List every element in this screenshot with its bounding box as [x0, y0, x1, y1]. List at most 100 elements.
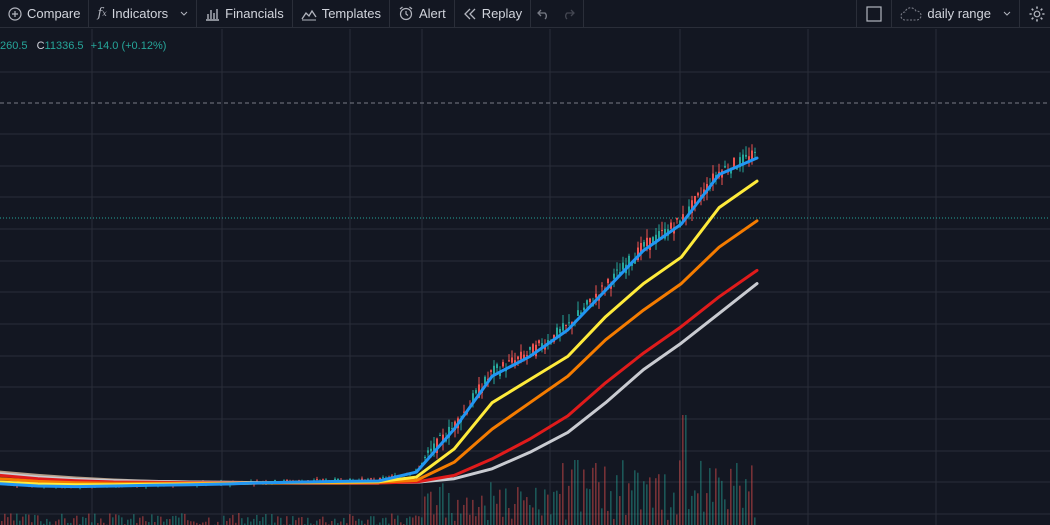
- volume-bar: [184, 513, 186, 525]
- toolbar-divider: [530, 0, 532, 28]
- volume-bar: [127, 519, 129, 525]
- volume-bar: [424, 496, 426, 525]
- volume-bar: [37, 515, 39, 525]
- fullscreen-button[interactable]: [857, 0, 891, 28]
- moving-average-lines: [0, 156, 759, 489]
- volume-bar: [685, 415, 687, 525]
- volume-bar: [322, 516, 324, 525]
- moving-average-line: [0, 282, 759, 485]
- volume-bar: [154, 522, 156, 525]
- volume-bar: [145, 521, 147, 525]
- candle-body: [670, 222, 672, 229]
- candle-body: [682, 214, 684, 223]
- volume-bar: [496, 503, 498, 525]
- volume-bar: [67, 522, 69, 525]
- candle-body: [649, 237, 651, 250]
- price-chart[interactable]: [0, 29, 1050, 525]
- settings-button[interactable]: [1020, 0, 1050, 28]
- volume-bar: [115, 514, 117, 525]
- undo-button[interactable]: [531, 0, 557, 28]
- candle-body: [502, 362, 504, 367]
- volume-bar: [544, 489, 546, 525]
- redo-icon: [561, 8, 576, 20]
- volume-bar: [319, 519, 321, 525]
- volume-bar: [340, 521, 342, 525]
- volume-bar: [490, 482, 492, 525]
- volume-bar: [430, 491, 432, 525]
- candle-body: [508, 360, 510, 362]
- volume-bar: [586, 488, 588, 525]
- candle-body: [415, 469, 417, 471]
- legend-low-value: 260.5: [0, 40, 28, 52]
- candle-body: [532, 344, 534, 357]
- moving-average-line: [0, 179, 759, 487]
- volume-bar: [550, 514, 552, 525]
- volume-bar: [538, 509, 540, 525]
- volume-bar: [469, 514, 471, 525]
- financials-button[interactable]: Financials: [197, 0, 292, 28]
- volume-bar: [190, 521, 192, 525]
- replay-button[interactable]: Replay: [455, 0, 530, 28]
- candle-body: [433, 443, 435, 451]
- candle-body: [472, 393, 474, 404]
- volume-bar: [691, 495, 693, 525]
- volume-bar: [532, 507, 534, 525]
- compare-button[interactable]: Compare: [0, 0, 88, 28]
- volume-bar: [547, 494, 549, 525]
- candle-body: [730, 168, 732, 174]
- volume-bar: [70, 522, 72, 525]
- volume-bar: [601, 508, 603, 525]
- volume-bar: [13, 520, 15, 525]
- candle-body: [559, 328, 561, 333]
- templates-button[interactable]: Templates: [293, 0, 389, 28]
- volume-bar: [670, 507, 672, 525]
- volume-bar: [484, 505, 486, 525]
- volume-bar: [40, 521, 42, 525]
- templates-icon: [301, 7, 317, 21]
- candle-body: [484, 376, 486, 385]
- volume-bar: [655, 478, 657, 525]
- volume-bar: [595, 463, 597, 525]
- legend-change: +14.0 (+0.12%): [90, 40, 167, 52]
- volume-bar: [4, 513, 6, 525]
- volume-bar: [508, 507, 510, 525]
- candle-body: [640, 243, 642, 253]
- moving-average-line: [0, 156, 759, 489]
- volume-bar: [703, 511, 705, 525]
- candle-body: [496, 364, 498, 368]
- volume-bar: [526, 497, 528, 525]
- volume-bar: [379, 522, 381, 525]
- volume-bar: [718, 477, 720, 525]
- volume-bar: [388, 523, 390, 525]
- volume-bar: [250, 521, 252, 525]
- volume-bar: [325, 522, 327, 525]
- volume-bar: [676, 514, 678, 525]
- volume-bar: [49, 521, 51, 525]
- candle-body: [490, 370, 492, 372]
- volume-bar: [463, 504, 465, 525]
- volume-bar: [445, 517, 447, 525]
- volume-bar: [421, 517, 423, 525]
- volume-bar: [100, 518, 102, 525]
- redo-button[interactable]: [557, 0, 583, 28]
- candle-body: [427, 450, 429, 453]
- volume-bar: [643, 481, 645, 525]
- volume-bar: [94, 513, 96, 525]
- volume-bar: [505, 488, 507, 525]
- candle-body: [517, 356, 519, 360]
- volume-bar: [583, 469, 585, 525]
- volume-bar: [682, 415, 684, 525]
- volume-bar: [331, 521, 333, 525]
- alert-button[interactable]: Alert: [390, 0, 454, 28]
- volume-bar: [652, 507, 654, 525]
- layout-dropdown[interactable]: daily range: [892, 0, 1019, 28]
- volume-bar: [160, 516, 162, 525]
- chevron-down-icon[interactable]: [180, 11, 188, 16]
- toolbar-divider: [583, 0, 585, 28]
- volume-bar: [259, 521, 261, 525]
- volume-bar: [85, 517, 87, 525]
- candle-body: [526, 355, 528, 357]
